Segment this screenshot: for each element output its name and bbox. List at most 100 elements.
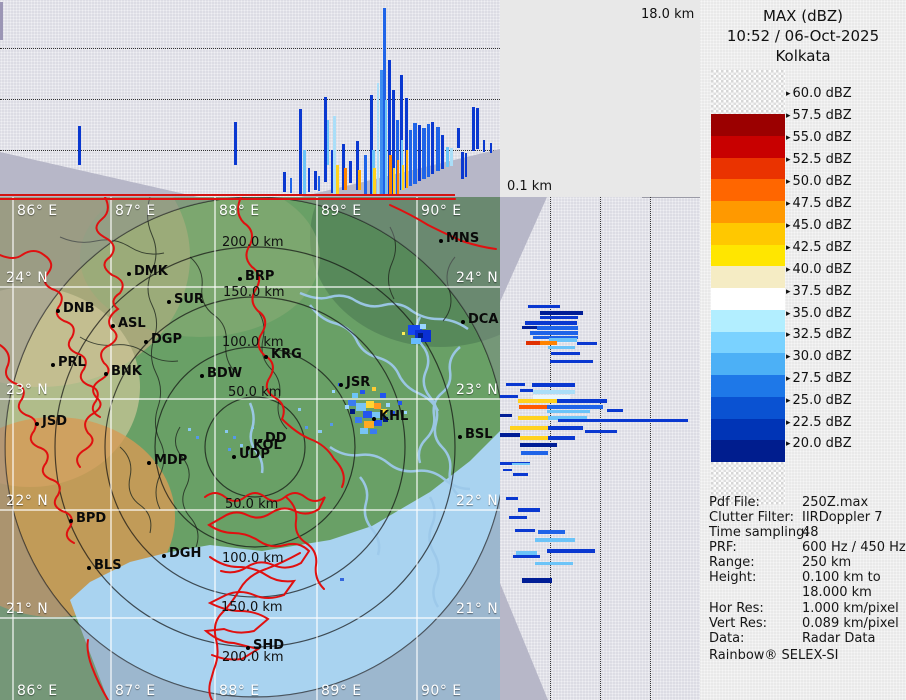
legend-swatch [711, 201, 785, 223]
profile-echo-bar [538, 530, 565, 534]
profile-echo-bar [388, 60, 391, 194]
legend-tick-arrow-icon: ▸ [786, 155, 791, 165]
station-label: SHD [253, 638, 285, 653]
radar-echo [188, 428, 191, 431]
legend-entry-label: 40.0 dBZ [792, 262, 852, 277]
legend-entry-label: 57.5 dBZ [792, 108, 852, 123]
legend-entry: ▸ 45.0 dBZ [786, 218, 852, 233]
profile-echo-bar [520, 436, 548, 440]
latitude-label: 24° N [456, 270, 499, 286]
radar-echo [380, 393, 386, 398]
profile-echo-bar [385, 100, 387, 194]
red-boundary [0, 250, 101, 418]
legend-tick-arrow-icon: ▸ [786, 265, 791, 275]
river-boundary [428, 496, 440, 608]
info-row: Clutter Filter: IIRDoppler 7 [709, 510, 883, 525]
profile-echo-bar [397, 160, 399, 194]
station-label: MNS [446, 231, 480, 246]
radar-echo [372, 412, 380, 418]
product-title: MAX (dBZ) [762, 7, 844, 25]
river-boundary [329, 445, 471, 491]
profile-echo-bar [380, 70, 383, 194]
legend-swatch [711, 396, 785, 419]
legend-swatch [711, 440, 785, 462]
station-dot-icon [167, 300, 171, 304]
legend-entry-label: 37.5 dBZ [792, 284, 852, 299]
profile-echo-bar [510, 426, 548, 430]
profile-echo-bar [364, 155, 367, 195]
legend-entry: ▸ 20.0 dBZ [786, 436, 852, 451]
profile-echo-bar [547, 549, 595, 553]
profile-echo-bar [78, 126, 81, 165]
radar-echo [318, 430, 322, 433]
info-value: 0.100 km to [802, 570, 881, 585]
longitude-label: 87° E [115, 203, 156, 219]
profile-echo-bar [518, 399, 557, 403]
legend-entry: ▸ 42.5 dBZ [786, 240, 852, 255]
info-row: Range: 250 km [709, 555, 851, 570]
station-label: DGP [151, 332, 182, 347]
radar-echo [383, 417, 388, 422]
radar-echo [305, 426, 308, 429]
info-value: IIRDoppler 7 [802, 510, 883, 525]
longitude-label: 88° E [219, 203, 260, 219]
station-label: BSL [465, 427, 493, 442]
legend-entry: ▸ 60.0 dBZ [786, 86, 852, 101]
legend-entry: ▸ 22.5 dBZ [786, 415, 852, 430]
profile-echo-bar [533, 395, 570, 399]
profile-echo-bar [535, 538, 575, 542]
station-label: DGH [169, 546, 202, 561]
info-label: Clutter Filter: [709, 510, 794, 525]
station-label: DNB [63, 301, 95, 316]
profile-echo-bar [314, 171, 317, 190]
info-row: Pdf File: 250Z.max [709, 495, 868, 510]
profile-baseline [0, 194, 455, 196]
range-ring-label: 150.0 km [221, 600, 283, 615]
info-label: Hor Res: [709, 601, 764, 616]
profile-echo-bar [0, 2, 3, 40]
profile-echo-bar [465, 153, 467, 177]
radar-echo [350, 409, 355, 414]
radar-echo [240, 444, 243, 447]
legend-entry-label: 27.5 dBZ [792, 371, 852, 386]
station-dot-icon [264, 355, 268, 359]
radar-echo [355, 417, 362, 423]
profile-echo-bar [308, 168, 310, 192]
station-dot-icon [51, 363, 55, 367]
legend-swatch [711, 244, 785, 267]
product-datetime: 10:52 / 06-Oct-2025 [726, 27, 880, 45]
profile-echo-bar [234, 122, 237, 165]
profile-echo-bar [533, 390, 575, 394]
station-dot-icon [200, 374, 204, 378]
station-label: ASL [118, 316, 146, 331]
legend-swatch-below-min [711, 462, 785, 505]
legend-entry-label: 42.5 dBZ [792, 240, 852, 255]
profile-echo-bar [500, 414, 512, 417]
info-row: PRF: 600 Hz / 450 Hz [709, 540, 906, 555]
radar-echo [398, 401, 402, 405]
river-boundary [299, 291, 469, 331]
profile-echo-bar [516, 551, 537, 555]
red-boundary [285, 496, 325, 590]
radar-echo [374, 420, 382, 426]
radar-echo [390, 411, 395, 415]
profile-echo-bar [513, 555, 540, 558]
legend-tick-arrow-icon: ▸ [786, 177, 791, 187]
profile-echo-bar [483, 140, 485, 152]
legend-tick-arrow-icon: ▸ [786, 221, 791, 231]
profile-echo-bar [515, 529, 535, 532]
district-boundary [189, 256, 237, 374]
radar-echo [340, 578, 344, 581]
profile-echo-bar [513, 473, 528, 476]
profile-echo-bar [303, 150, 306, 194]
legend-entry-label: 50.0 dBZ [792, 174, 852, 189]
longitude-label: 87° E [115, 683, 156, 699]
radar-echo [364, 421, 374, 428]
profile-echo-bar [358, 170, 361, 190]
info-label: Vert Res: [709, 616, 768, 631]
station-dot-icon [87, 566, 91, 570]
station-dot-icon [127, 272, 131, 276]
station-label: PRL [58, 355, 86, 370]
radar-map-display[interactable]: 86° E 86° E 87° E 87° E 88° E 88° E 89° E 89° E… [0, 197, 500, 700]
radar-echo [348, 400, 356, 406]
